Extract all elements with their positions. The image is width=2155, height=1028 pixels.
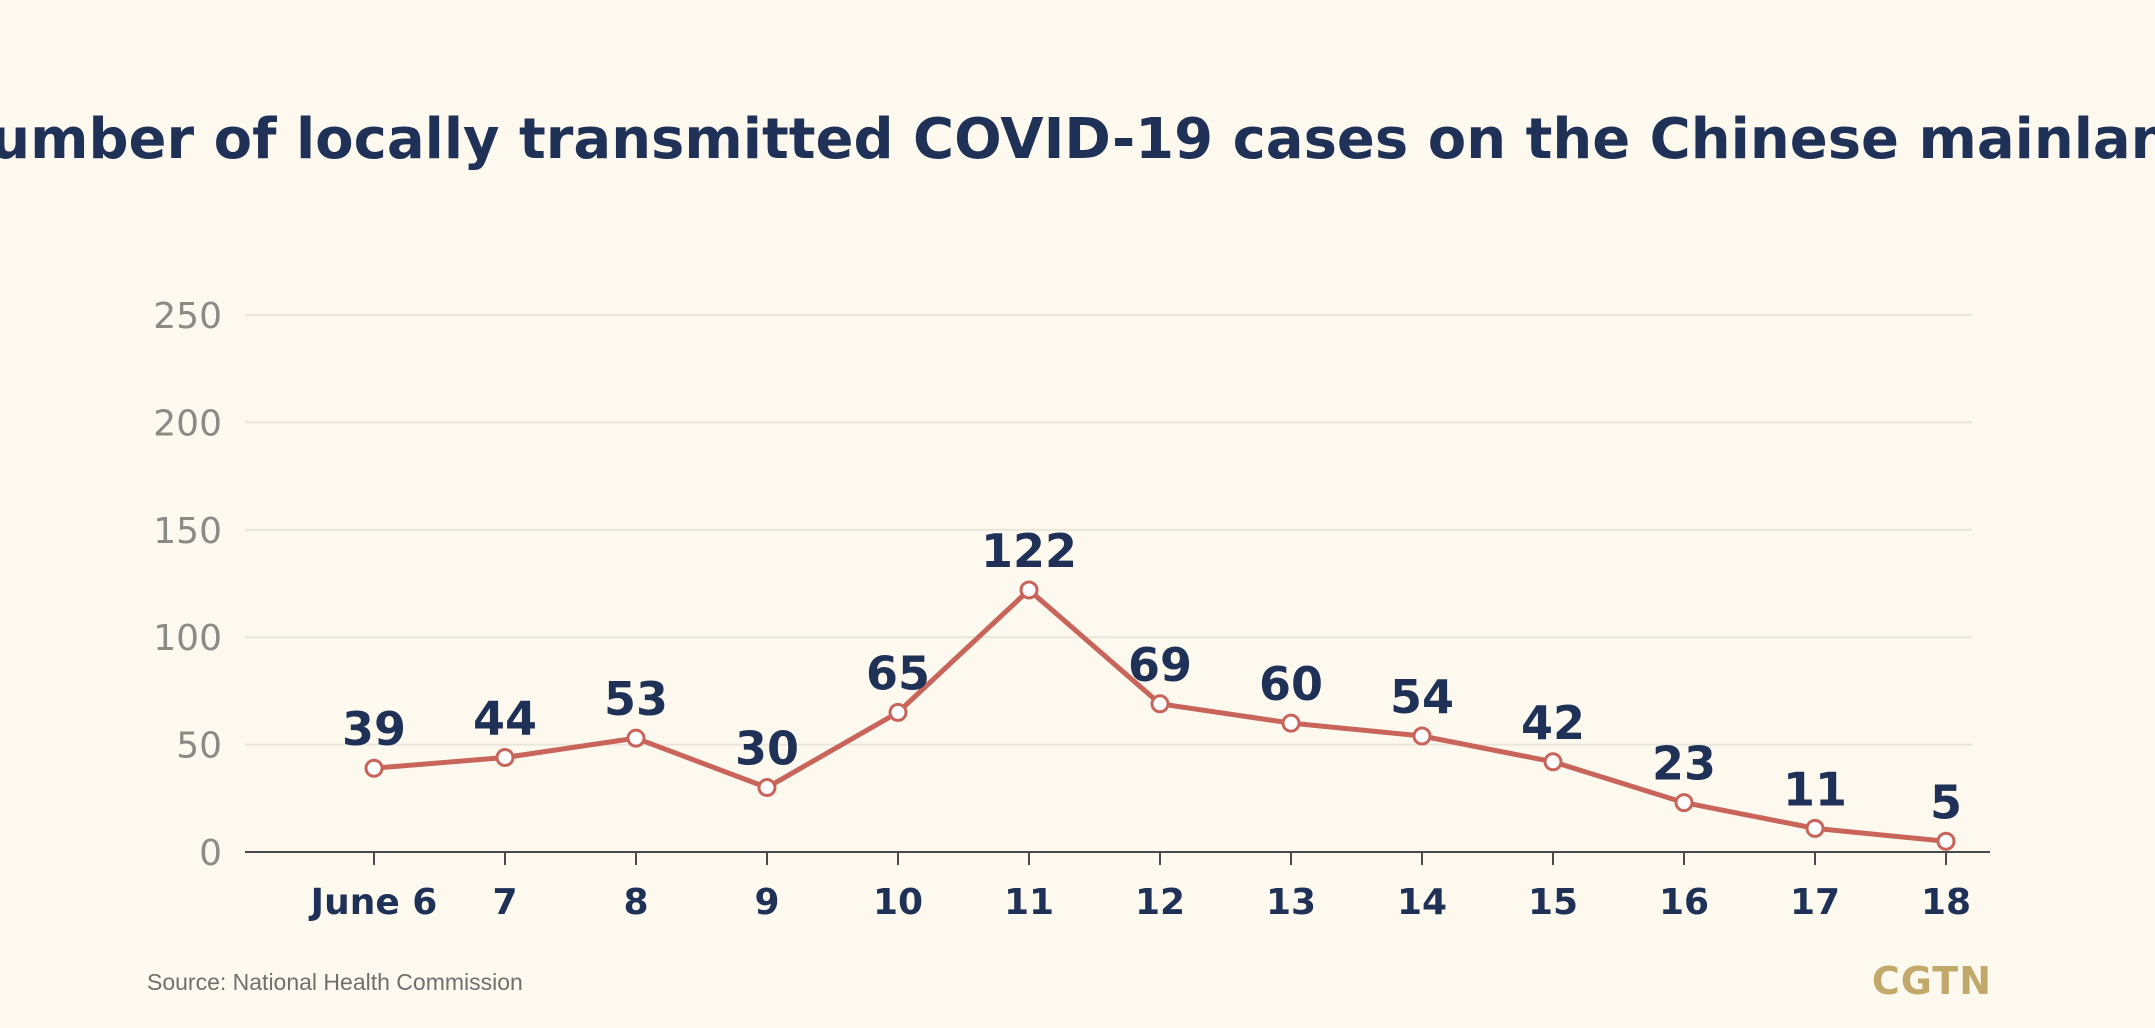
data-point <box>1150 694 1170 714</box>
data-label: 69 <box>1128 638 1192 692</box>
source-note: Source: National Health Commission <box>147 969 523 995</box>
data-points <box>364 580 1956 851</box>
x-tick-label: June 6 <box>308 882 438 923</box>
data-point <box>495 747 515 767</box>
data-label: 5 <box>1930 775 1962 829</box>
x-tick-label: 9 <box>754 882 779 923</box>
data-label: 11 <box>1783 762 1847 816</box>
cgtn-logo: CGTN <box>1872 959 1992 1003</box>
data-point <box>1412 726 1432 746</box>
data-label: 39 <box>342 702 406 756</box>
data-label: 30 <box>735 722 799 776</box>
data-label: 122 <box>981 524 1077 578</box>
y-axis-ticks: 0 50 100 150 200 250 <box>153 296 222 874</box>
x-tick-label: 18 <box>1921 882 1971 923</box>
data-label: 23 <box>1652 737 1716 791</box>
data-point <box>1805 818 1825 838</box>
data-label: 60 <box>1259 657 1323 711</box>
data-point <box>1281 713 1301 733</box>
data-point <box>1674 793 1694 813</box>
data-point <box>364 758 384 778</box>
x-tick-label: 16 <box>1659 882 1709 923</box>
x-tick-label: 10 <box>873 882 923 923</box>
x-tick-label: 11 <box>1004 882 1054 923</box>
y-tick-label: 200 <box>153 403 222 444</box>
data-label: 65 <box>866 646 930 700</box>
data-point <box>888 702 908 722</box>
x-axis-ticks: June 6 7 8 9 10 11 12 13 14 15 16 17 18 <box>308 852 1971 923</box>
data-label: 54 <box>1390 670 1454 724</box>
data-point <box>1936 831 1956 851</box>
x-tick-label: 14 <box>1397 882 1447 923</box>
y-tick-label: 100 <box>153 618 222 659</box>
data-point <box>1543 752 1563 772</box>
x-tick-label: 12 <box>1135 882 1185 923</box>
chart-title: Number of locally transmitted COVID-19 c… <box>0 107 2155 172</box>
data-labels: 39 44 53 30 65 122 69 60 54 42 23 11 5 <box>342 524 1962 829</box>
data-label: 42 <box>1521 696 1585 750</box>
y-tick-label: 50 <box>176 726 222 767</box>
data-label: 53 <box>604 672 668 726</box>
y-tick-label: 250 <box>153 296 222 337</box>
x-tick-label: 8 <box>623 882 648 923</box>
y-tick-label: 0 <box>199 833 222 874</box>
x-tick-label: 7 <box>492 882 517 923</box>
gridlines <box>245 314 1972 746</box>
x-tick-label: 15 <box>1528 882 1578 923</box>
data-point <box>757 778 777 798</box>
x-tick-label: 13 <box>1266 882 1316 923</box>
data-label: 44 <box>473 691 537 745</box>
x-tick-label: 17 <box>1790 882 1840 923</box>
data-point <box>626 728 646 748</box>
data-point <box>1019 580 1039 600</box>
y-tick-label: 150 <box>153 511 222 552</box>
